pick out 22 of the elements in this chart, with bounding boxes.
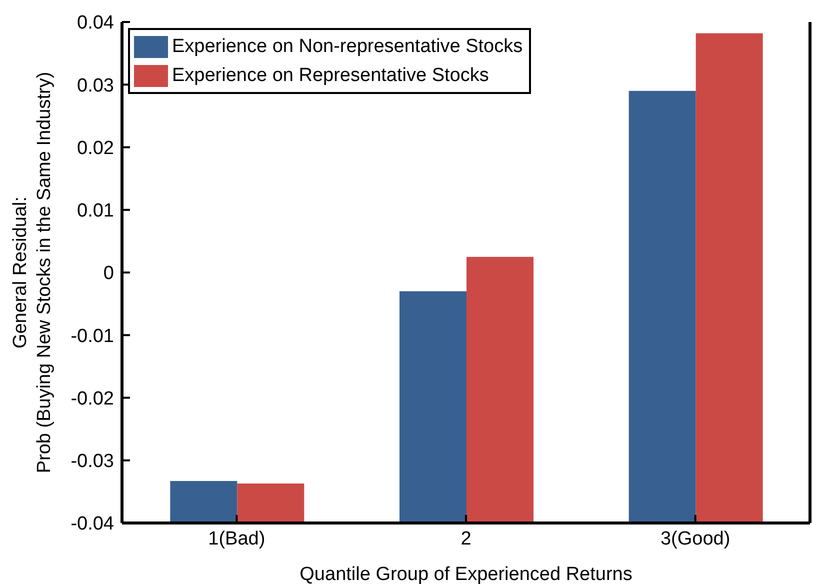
bar <box>696 33 763 523</box>
y-tick-label: 0.04 <box>77 12 114 34</box>
bar <box>237 484 304 523</box>
y-tick-label: 0.03 <box>77 75 114 96</box>
x-tick-label: 1(Bad) <box>208 528 266 550</box>
legend-label: Experience on Representative Stocks <box>172 64 489 88</box>
y-tick-label: -0.03 <box>70 451 114 472</box>
y-tick-label: -0.01 <box>70 326 114 347</box>
y-tick-label: 0.02 <box>77 138 114 159</box>
bar <box>170 481 238 523</box>
x-tick-label: 2 <box>460 528 472 550</box>
y-tick-label: 0 <box>103 263 114 284</box>
y-tick-label: -0.02 <box>70 388 114 410</box>
bar <box>466 256 534 523</box>
bar <box>399 291 466 523</box>
x-axis-title: Quantile Group of Experienced Returns <box>300 564 632 584</box>
y-tick-label: 0.01 <box>77 200 114 222</box>
y-tick-label: -0.04 <box>70 514 114 535</box>
x-tick-label: 3(Good) <box>660 528 730 550</box>
legend-label: Experience on Non-representative Stocks <box>172 35 523 59</box>
y-axis-title: General Residual: Prob (Buying New Stocks in the Same Industry) <box>10 72 55 474</box>
bar <box>628 90 696 523</box>
